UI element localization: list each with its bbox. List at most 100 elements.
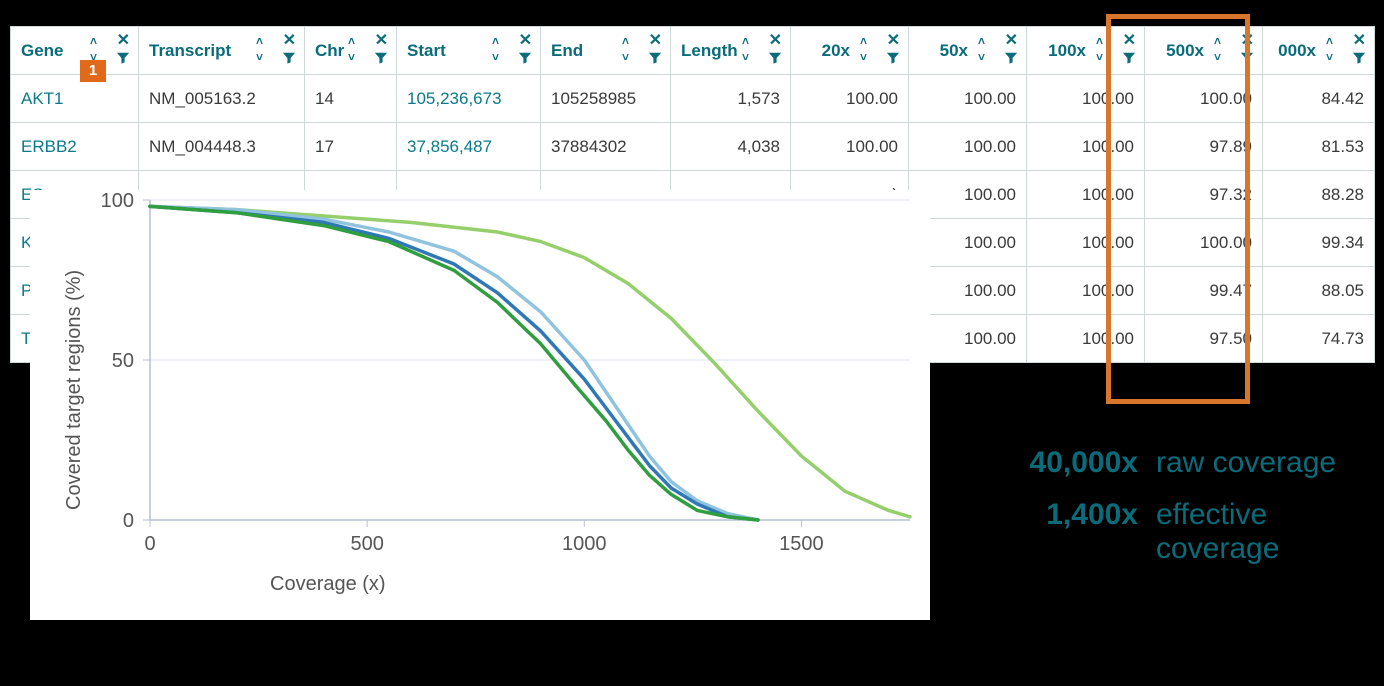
cell-chr: 17 (305, 123, 397, 171)
cell-000x: 88.28 (1263, 171, 1375, 219)
column-label: Gene (21, 41, 64, 60)
cell-100x: 100.00 (1027, 171, 1145, 219)
column-label: End (551, 41, 583, 60)
filter-icon[interactable] (1122, 51, 1136, 67)
column-header-start[interactable]: Start ˄ ˅ ✕ (397, 27, 541, 75)
column-label: Start (407, 41, 446, 60)
column-label: Chr (315, 41, 344, 60)
sort-asc-icon[interactable]: ˄ (492, 35, 499, 47)
coverage-chart: 050010001500050100Coverage (x)Covered ta… (30, 190, 930, 620)
cell-000x: 84.42 (1263, 75, 1375, 123)
y-axis-label: Covered target regions (%) (63, 270, 85, 510)
coverage-callout: 40,000xraw coverage1,400xeffective cover… (968, 446, 1356, 584)
cell-50x: 100.00 (909, 123, 1027, 171)
clear-icon[interactable]: ✕ (283, 33, 296, 49)
sort-desc-icon[interactable]: ˅ (1326, 51, 1333, 63)
clear-icon[interactable]: ✕ (1123, 33, 1136, 49)
cell-500x: 97.32 (1145, 171, 1263, 219)
column-header-100x[interactable]: 100x˄˅✕ (1027, 27, 1145, 75)
clear-icon[interactable]: ✕ (519, 33, 532, 49)
cell-start[interactable]: 37,856,487 (397, 123, 541, 171)
clear-icon[interactable]: ✕ (1353, 33, 1366, 49)
filter-icon[interactable] (282, 51, 296, 67)
clear-icon[interactable]: ✕ (887, 33, 900, 49)
sort-desc-icon[interactable]: ˅ (1214, 51, 1221, 63)
sort-asc-icon[interactable]: ˄ (1096, 35, 1103, 47)
table-row: ERBB2NM_004448.31737,856,487378843024,03… (11, 123, 1375, 171)
filter-icon[interactable] (768, 51, 782, 67)
cell-500x: 97.89 (1145, 123, 1263, 171)
cell-100x: 100.00 (1027, 219, 1145, 267)
y-tick: 50 (112, 350, 134, 372)
column-label: 50x (940, 41, 968, 60)
filter-icon[interactable] (374, 51, 388, 67)
cell-end: 37884302 (541, 123, 671, 171)
sort-asc-icon[interactable]: ˄ (1214, 35, 1221, 47)
sort-asc-icon[interactable]: ˄ (1326, 35, 1333, 47)
x-tick: 500 (350, 533, 383, 555)
x-tick: 0 (144, 533, 155, 555)
sort-desc-icon[interactable]: ˅ (256, 51, 263, 63)
callout-value: 40,000x (968, 446, 1138, 480)
sort-desc-icon[interactable]: ˅ (742, 51, 749, 63)
cell-gene[interactable]: ERBB2 (11, 123, 139, 171)
sort-desc-icon[interactable]: ˅ (1096, 51, 1103, 63)
cell-20x: 100.00 (791, 75, 909, 123)
cell-20x: 100.00 (791, 123, 909, 171)
clear-icon[interactable]: ✕ (769, 33, 782, 49)
sort-desc-icon[interactable]: ˅ (978, 51, 985, 63)
clear-icon[interactable]: ✕ (375, 33, 388, 49)
sort-asc-icon[interactable]: ˄ (256, 35, 263, 47)
cell-500x: 99.47 (1145, 267, 1263, 315)
filter-icon[interactable] (648, 51, 662, 67)
cell-500x: 100.00 (1145, 75, 1263, 123)
column-header-chr[interactable]: Chr ˄ ˅ ✕ (305, 27, 397, 75)
sort-desc-icon[interactable]: ˅ (348, 51, 355, 63)
filter-icon[interactable] (1004, 51, 1018, 67)
callout-label: raw coverage (1156, 446, 1336, 480)
column-header-000x[interactable]: 000x˄˅✕ (1263, 27, 1375, 75)
clear-icon[interactable]: ✕ (1241, 33, 1254, 49)
column-header-gene[interactable]: Gene˄˅✕ (11, 27, 139, 75)
sort-asc-icon[interactable]: ˄ (90, 35, 97, 47)
sort-asc-icon[interactable]: ˄ (348, 35, 355, 47)
cell-100x: 100.00 (1027, 315, 1145, 363)
x-axis-label: Coverage (x) (270, 573, 386, 595)
column-header-500x[interactable]: 500x˄˅✕ (1145, 27, 1263, 75)
cell-100x: 100.00 (1027, 75, 1145, 123)
sort-desc-icon[interactable]: ˅ (492, 51, 499, 63)
column-header-transcript[interactable]: Transcript˄˅✕ (139, 27, 305, 75)
filter-icon[interactable] (116, 51, 130, 67)
cell-500x: 97.50 (1145, 315, 1263, 363)
sort-asc-icon[interactable]: ˄ (978, 35, 985, 47)
cell-start[interactable]: 105,236,673 (397, 75, 541, 123)
clear-icon[interactable]: ✕ (117, 33, 130, 49)
sort-desc-icon[interactable]: ˅ (622, 51, 629, 63)
cell-100x: 100.00 (1027, 123, 1145, 171)
sort-desc-icon[interactable]: ˅ (860, 51, 867, 63)
cell-gene[interactable]: AKT1 (11, 75, 139, 123)
cell-000x: 88.05 (1263, 267, 1375, 315)
sort-asc-icon[interactable]: ˄ (622, 35, 629, 47)
x-tick: 1000 (562, 533, 607, 555)
callout-row: 40,000x raw coverage (968, 446, 1356, 480)
sort-asc-icon[interactable]: ˄ (742, 35, 749, 47)
filter-icon[interactable] (1352, 51, 1366, 67)
cell-000x: 81.53 (1263, 123, 1375, 171)
filter-icon[interactable] (1240, 51, 1254, 67)
column-header-end[interactable]: End ˄ ˅ ✕ (541, 27, 671, 75)
column-header-length[interactable]: Length ˄ ˅ ✕ (671, 27, 791, 75)
clear-icon[interactable]: ✕ (1005, 33, 1018, 49)
cell-end: 105258985 (541, 75, 671, 123)
sort-asc-icon[interactable]: ˄ (860, 35, 867, 47)
column-header-20x[interactable]: 20x˄˅✕ (791, 27, 909, 75)
clear-icon[interactable]: ✕ (649, 33, 662, 49)
column-label: Length (681, 41, 738, 60)
column-header-50x[interactable]: 50x ˄ ˅ ✕ (909, 27, 1027, 75)
callout-value: 1,400x (968, 498, 1138, 566)
cell-chr: 14 (305, 75, 397, 123)
cell-000x: 99.34 (1263, 219, 1375, 267)
filter-icon[interactable] (886, 51, 900, 67)
filter-icon[interactable] (518, 51, 532, 67)
filter-count-badge: 1 (80, 60, 106, 82)
